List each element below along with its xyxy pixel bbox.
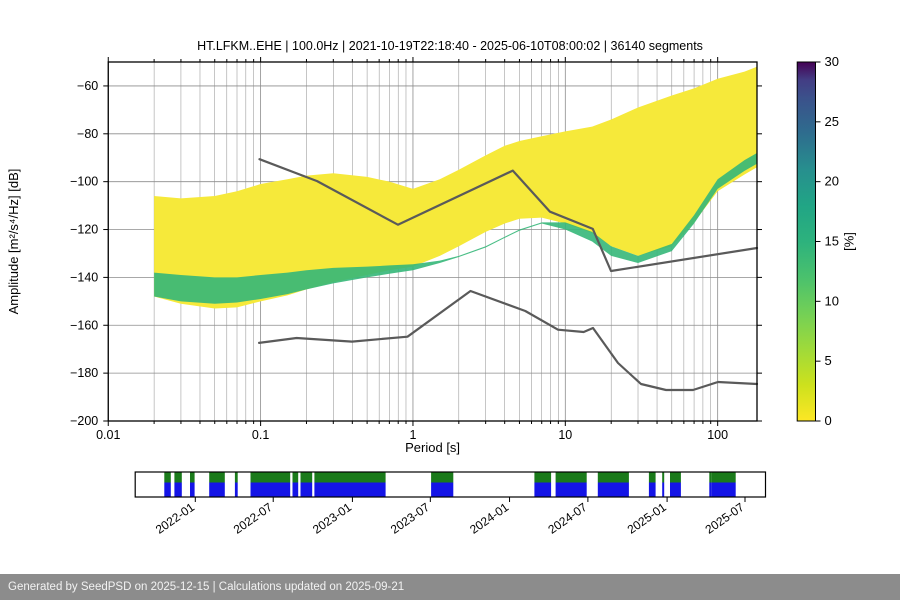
svg-text:2024-07: 2024-07 bbox=[545, 500, 589, 537]
svg-text:2022-07: 2022-07 bbox=[231, 500, 275, 537]
svg-text:−160: −160 bbox=[70, 318, 98, 332]
svg-text:30: 30 bbox=[825, 54, 839, 69]
svg-text:−120: −120 bbox=[70, 223, 98, 237]
svg-text:Period [s]: Period [s] bbox=[405, 440, 460, 455]
svg-text:−180: −180 bbox=[70, 366, 98, 380]
svg-text:Amplitude [m²/s⁴/Hz] [dB]: Amplitude [m²/s⁴/Hz] [dB] bbox=[6, 169, 21, 315]
svg-text:−80: −80 bbox=[77, 127, 98, 141]
svg-text:0.1: 0.1 bbox=[252, 428, 269, 442]
svg-text:−200: −200 bbox=[70, 414, 98, 428]
svg-text:−100: −100 bbox=[70, 175, 98, 189]
svg-text:2022-01: 2022-01 bbox=[153, 500, 197, 537]
svg-text:−140: −140 bbox=[70, 270, 98, 284]
svg-text:2024-01: 2024-01 bbox=[467, 500, 511, 537]
svg-text:10: 10 bbox=[825, 293, 839, 308]
svg-text:5: 5 bbox=[825, 353, 832, 368]
svg-text:10: 10 bbox=[558, 428, 572, 442]
svg-text:100: 100 bbox=[707, 428, 728, 442]
svg-text:2025-01: 2025-01 bbox=[625, 500, 669, 537]
svg-text:25: 25 bbox=[825, 114, 839, 129]
svg-text:0.01: 0.01 bbox=[96, 428, 120, 442]
svg-text:0: 0 bbox=[825, 413, 832, 428]
svg-text:2023-01: 2023-01 bbox=[310, 500, 354, 537]
svg-text:20: 20 bbox=[825, 174, 839, 189]
svg-text:2023-07: 2023-07 bbox=[388, 500, 432, 537]
svg-text:2025-07: 2025-07 bbox=[703, 500, 747, 537]
svg-text:−60: −60 bbox=[77, 79, 98, 93]
svg-text:15: 15 bbox=[825, 234, 839, 249]
svg-text:[%]: [%] bbox=[842, 232, 857, 251]
